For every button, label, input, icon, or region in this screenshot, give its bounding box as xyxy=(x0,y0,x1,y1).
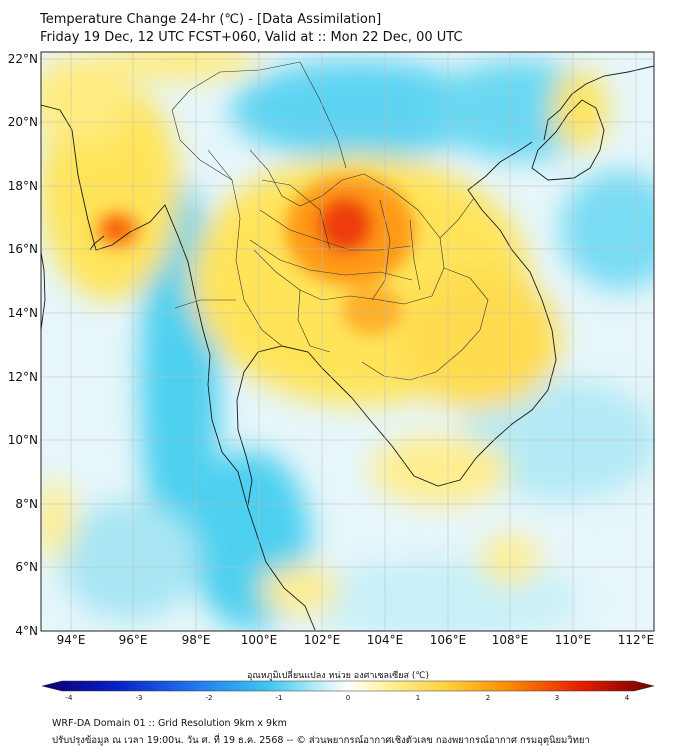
lon-tick-label: 110°E xyxy=(555,633,592,647)
lon-tick-label: 104°E xyxy=(367,633,404,647)
lon-tick-label: 96°E xyxy=(119,633,148,647)
footer-model-info: WRF-DA Domain 01 :: Grid Resolution 9km … xyxy=(52,718,287,729)
lat-tick-label: 14°N xyxy=(8,306,38,320)
lat-tick-label: 12°N xyxy=(8,370,38,384)
temperature-field xyxy=(41,52,654,631)
lon-tick-label: 102°E xyxy=(304,633,341,647)
lon-tick-label: 106°E xyxy=(430,633,467,647)
lat-tick-label: 20°N xyxy=(8,115,38,129)
colorbar-tick-label: -2 xyxy=(206,694,213,702)
lon-tick-label: 112°E xyxy=(618,633,655,647)
colorbar-title: อุณหภูมิเปลี่ยนแปลง หน่วย องศาเซลเซียส (… xyxy=(246,671,430,681)
chart-subtitle: Friday 19 Dec, 12 UTC FCST+060, Valid at… xyxy=(40,30,463,45)
lon-axis: 94°E 96°E 98°E 100°E 102°E 104°E 106°E 1… xyxy=(57,633,655,647)
chart-title: Temperature Change 24-hr (℃) - [Data Ass… xyxy=(40,12,382,27)
lat-tick-label: 6°N xyxy=(15,560,38,574)
colorbar-tick-label: 0 xyxy=(346,694,350,702)
colorbar-tick-label: -3 xyxy=(136,694,143,702)
lat-tick-label: 18°N xyxy=(8,179,38,193)
plot-frame xyxy=(40,51,655,632)
colorbar-tick-label: -1 xyxy=(276,694,283,702)
lat-tick-label: 10°N xyxy=(8,433,38,447)
colorbar-tick-label: 3 xyxy=(555,694,559,702)
colorbar-tick-label: -4 xyxy=(66,694,74,702)
lat-tick-label: 8°N xyxy=(15,497,38,511)
lat-axis: 22°N 20°N 18°N 16°N 14°N 12°N 10°N 8°N 6… xyxy=(8,52,38,638)
lon-tick-label: 98°E xyxy=(182,633,211,647)
colorbar-bar xyxy=(41,680,655,692)
lat-tick-label: 22°N xyxy=(8,52,38,66)
colorbar-tick-label: 2 xyxy=(486,694,490,702)
colorbar: -4 -3 -2 -1 0 1 2 3 4 xyxy=(41,680,655,702)
colorbar-tick-label: 4 xyxy=(625,694,630,702)
lon-tick-label: 100°E xyxy=(241,633,278,647)
graticule xyxy=(41,52,654,631)
colorbar-tick-label: 1 xyxy=(416,694,420,702)
lat-tick-label: 4°N xyxy=(15,624,38,638)
admin-borders xyxy=(171,61,489,381)
lon-tick-label: 94°E xyxy=(57,633,86,647)
lat-tick-label: 16°N xyxy=(8,242,38,256)
lon-tick-label: 108°E xyxy=(492,633,529,647)
footer-credit: ปรับปรุงข้อมูล ณ เวลา 19:00น. วัน ศ. ที่… xyxy=(52,735,590,746)
